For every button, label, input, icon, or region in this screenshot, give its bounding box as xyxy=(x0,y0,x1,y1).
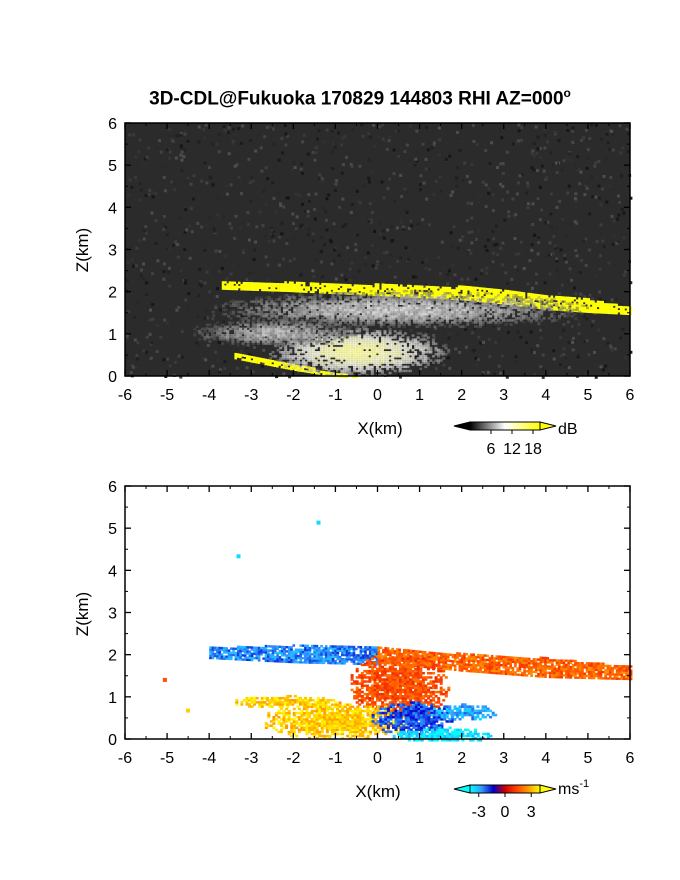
reflectivity-colorbar-unit: dB xyxy=(558,421,578,438)
velocity-colorbar-unit: ms-1 xyxy=(558,778,589,798)
velocity-ytick-label: 2 xyxy=(108,648,117,665)
reflectivity-colorbar: 6 12 18 xyxy=(453,421,557,458)
title-text: 3D-CDL@Fukuoka 170829 144803 RHI AZ=000 xyxy=(149,88,564,110)
velocity-feature-blob xyxy=(392,726,493,742)
reflectivity-colorbar-low-arrow xyxy=(453,421,471,431)
reflectivity-xtick-label: 2 xyxy=(457,387,466,404)
velocity-xtick-label: 6 xyxy=(626,750,635,767)
velocity-ytick-label: 0 xyxy=(108,732,117,749)
velocity-colorbar-tick-label: 3 xyxy=(527,804,536,821)
velocity-ytick-label: 1 xyxy=(108,690,117,707)
reflectivity-xtick-label: 6 xyxy=(626,387,635,404)
velocity-xtick-label: -2 xyxy=(286,750,300,767)
velocity-panel: -6 -5 -4 -3 -2 -1 0 1 2 3 4 5 6 0 1 2 3 4 5 6 X(km) Z(km) -… xyxy=(73,479,635,821)
velocity-xtick-label: 0 xyxy=(373,750,382,767)
reflectivity-xtick-label: -4 xyxy=(202,387,216,404)
reflectivity-ytick-label: 3 xyxy=(108,243,117,260)
reflectivity-xtick-label: -1 xyxy=(328,387,342,404)
reflectivity-xtick-label: 5 xyxy=(583,387,592,404)
velocity-colorbar-ramp xyxy=(469,784,541,794)
velocity-xtick-label: -1 xyxy=(328,750,342,767)
reflectivity-colorbar-tick-label: 18 xyxy=(524,441,542,458)
velocity-colorbar-high-arrow xyxy=(539,784,557,794)
reflectivity-xtick-label: 0 xyxy=(373,387,382,404)
velocity-point xyxy=(162,677,167,682)
velocity-axes: -6 -5 -4 -3 -2 -1 0 1 2 3 4 5 6 0 1 2 3 4 5 6 xyxy=(108,479,634,767)
velocity-xtick-label: 2 xyxy=(457,750,466,767)
velocity-colorbar-tick-label: 0 xyxy=(501,804,510,821)
velocity-xtick-label: 1 xyxy=(415,750,424,767)
reflectivity-feature-blob xyxy=(193,317,357,347)
velocity-ytick-label: 6 xyxy=(108,479,117,496)
velocity-feature-blob xyxy=(430,703,498,721)
reflectivity-ytick-label: 0 xyxy=(108,369,117,386)
reflectivity-xtick-label: 3 xyxy=(499,387,508,404)
reflectivity-feature-blob xyxy=(269,325,451,377)
velocity-unit-exponent: -1 xyxy=(579,778,589,790)
reflectivity-xtick-label: -3 xyxy=(244,387,258,404)
velocity-ytick-label: 5 xyxy=(108,521,117,538)
title-degree: o xyxy=(563,86,571,100)
velocity-colorbar-tick-label: -3 xyxy=(472,804,486,821)
velocity-feature-blob xyxy=(235,694,338,708)
figure-title: 3D-CDL@Fukuoka 170829 144803 RHI AZ=000o xyxy=(0,86,680,110)
reflectivity-colorbar-tick-label: 12 xyxy=(503,441,521,458)
reflectivity-colorbar-tick-label: 6 xyxy=(487,441,496,458)
reflectivity-xtick-label: 4 xyxy=(541,387,550,404)
velocity-xtick-label: -3 xyxy=(244,750,258,767)
reflectivity-xtick-label: -6 xyxy=(118,387,132,404)
reflectivity-xtick-label: -5 xyxy=(160,387,174,404)
reflectivity-xtick-label: -2 xyxy=(286,387,300,404)
velocity-feature-blob xyxy=(350,651,451,719)
velocity-xtick-label: -4 xyxy=(202,750,216,767)
reflectivity-ytick-label: 1 xyxy=(108,327,117,344)
reflectivity-ylabel: Z(km) xyxy=(73,228,92,272)
velocity-xtick-label: 3 xyxy=(499,750,508,767)
velocity-colorbar: -3 0 3 xyxy=(453,784,557,821)
reflectivity-xtick-label: 1 xyxy=(415,387,424,404)
velocity-plot-area xyxy=(125,486,633,742)
reflectivity-colorbar-ramp xyxy=(469,421,541,431)
reflectivity-xlabel: X(km) xyxy=(357,419,402,438)
velocity-xlabel: X(km) xyxy=(355,782,400,801)
velocity-feature-layer xyxy=(209,644,379,666)
velocity-feature-blob xyxy=(371,701,457,736)
reflectivity-axes: -6 -5 -4 -3 -2 -1 0 1 2 3 4 5 6 0 1 2 3 4 5 6 xyxy=(108,116,634,404)
reflectivity-ytick-label: 6 xyxy=(108,116,117,133)
reflectivity-ytick-label: 5 xyxy=(108,158,117,175)
reflectivity-ytick-label: 2 xyxy=(108,285,117,302)
reflectivity-feature-blob xyxy=(211,289,589,328)
velocity-unit-base: ms xyxy=(558,781,579,798)
velocity-colorbar-low-arrow xyxy=(453,784,471,794)
velocity-point xyxy=(236,554,241,559)
velocity-xtick-label: -6 xyxy=(118,750,132,767)
velocity-ytick-label: 4 xyxy=(108,563,117,580)
velocity-point xyxy=(186,708,190,713)
reflectivity-plot-area xyxy=(125,123,633,379)
velocity-ytick-label: 3 xyxy=(108,606,117,623)
velocity-xtick-label: -5 xyxy=(160,750,174,767)
velocity-xtick-label: 4 xyxy=(541,750,550,767)
velocity-xtick-label: 5 xyxy=(583,750,592,767)
velocity-point xyxy=(316,520,321,525)
reflectivity-colorbar-high-arrow xyxy=(539,421,557,431)
reflectivity-ytick-label: 4 xyxy=(108,200,117,217)
velocity-ylabel: Z(km) xyxy=(73,592,92,636)
